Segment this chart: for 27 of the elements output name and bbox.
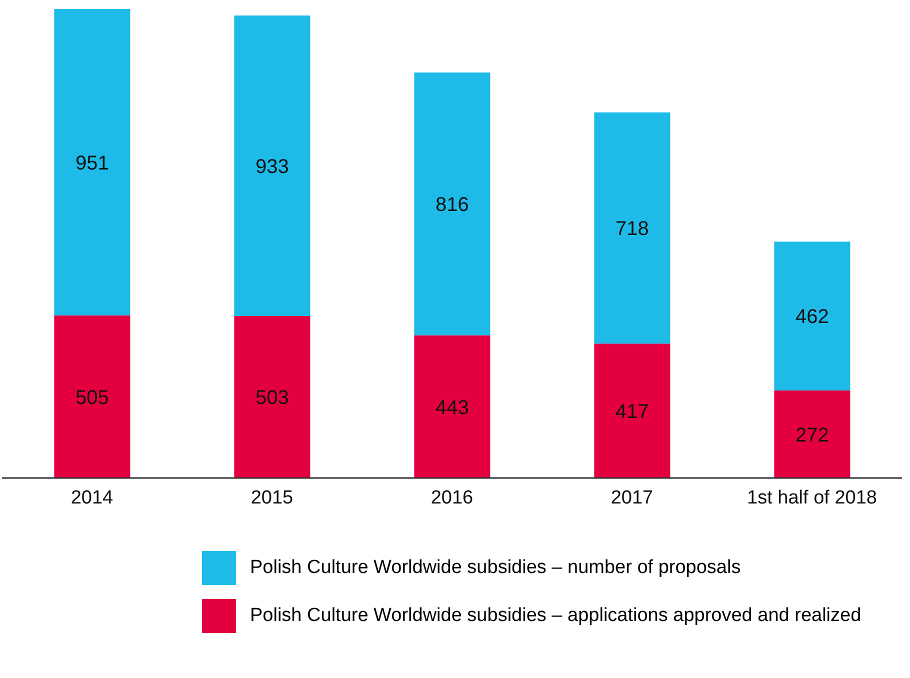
data-label: 718 bbox=[616, 218, 649, 240]
bar bbox=[774, 390, 850, 478]
bar bbox=[234, 15, 310, 316]
bar bbox=[414, 72, 490, 336]
data-label: 951 bbox=[76, 152, 109, 174]
data-label: 933 bbox=[256, 156, 289, 178]
data-label: 462 bbox=[796, 306, 829, 328]
bar bbox=[54, 315, 130, 478]
data-label: 503 bbox=[256, 387, 289, 410]
data-label: 417 bbox=[616, 400, 649, 423]
x-tick-label: 2015 bbox=[250, 487, 294, 508]
data-label: 443 bbox=[436, 396, 469, 419]
bar bbox=[774, 242, 850, 390]
x-tick-label: 2017 bbox=[610, 487, 654, 508]
bar bbox=[594, 112, 670, 344]
data-label: 272 bbox=[796, 424, 829, 446]
bar bbox=[594, 344, 670, 478]
bar bbox=[54, 9, 130, 316]
legend-label: Polish Culture Worldwide subsidies – number of proposals bbox=[250, 557, 741, 579]
data-label: 816 bbox=[436, 194, 469, 216]
bar bbox=[414, 335, 490, 478]
x-tick-label: 2016 bbox=[430, 487, 474, 508]
x-tick-label: 1st half of 2018 bbox=[747, 487, 877, 508]
x-tick-label: 2014 bbox=[70, 487, 114, 508]
data-label: 505 bbox=[76, 386, 109, 409]
legend-label: Polish Culture Worldwide subsidies – applications approved and realized bbox=[250, 605, 862, 627]
bar bbox=[234, 316, 310, 478]
